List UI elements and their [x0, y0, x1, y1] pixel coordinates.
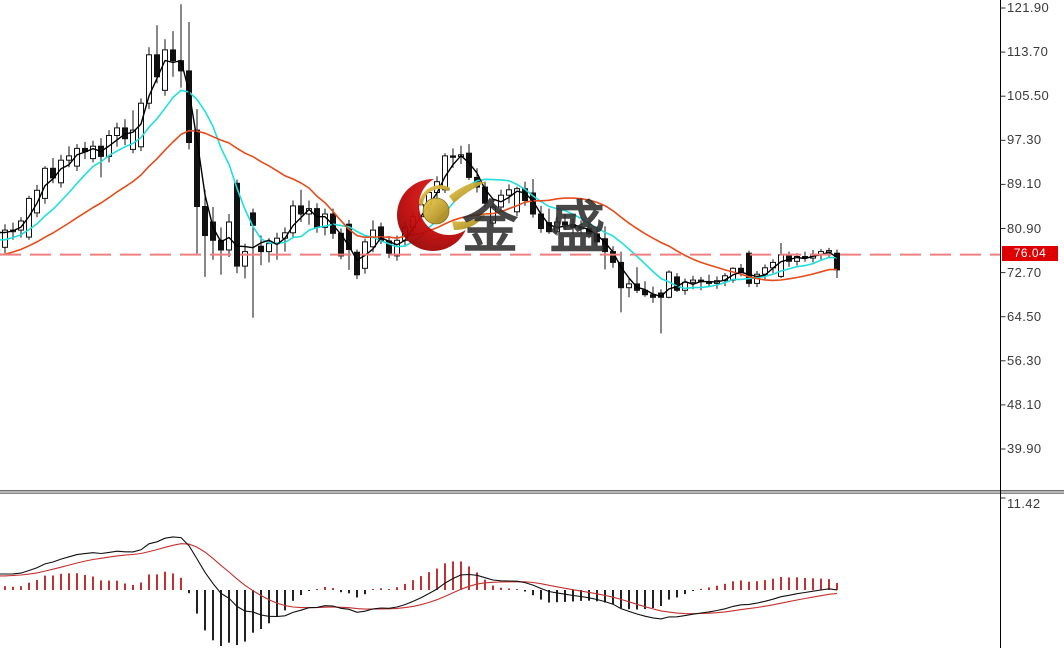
indicator-axis-max-label: 11.42 [1007, 496, 1041, 511]
price-axis-label: 89.10 [1007, 176, 1042, 192]
current-price-badge: 76.04 [1002, 246, 1058, 261]
macd-dif-line [0, 536, 838, 620]
crescent-gold-ball-logo-icon [397, 179, 487, 251]
price-axis-label: 39.90 [1007, 441, 1042, 456]
candlestick-series [2, 4, 840, 334]
moving-average-lines [0, 59, 838, 298]
price-axis-label: 56.30 [1007, 352, 1042, 368]
price-axis-label: 48.10 [1007, 396, 1042, 412]
watermark-logo [397, 179, 487, 251]
macd-indicator [0, 536, 838, 646]
price-axis-label: 97.30 [1007, 132, 1042, 148]
price-axis-label: 80.90 [1007, 220, 1042, 236]
price-axis-label: 105.50 [1007, 88, 1050, 104]
watermark-text: 金 盛 [462, 196, 612, 261]
price-axis-label: 113.70 [1007, 44, 1049, 60]
macd-dea-line [0, 543, 838, 615]
price-axis-label: 121.90 [1007, 0, 1050, 15]
price-axis-label: 64.50 [1007, 308, 1042, 324]
ma-line-3 [0, 59, 838, 298]
price-axis-label: 72.70 [1007, 264, 1042, 280]
